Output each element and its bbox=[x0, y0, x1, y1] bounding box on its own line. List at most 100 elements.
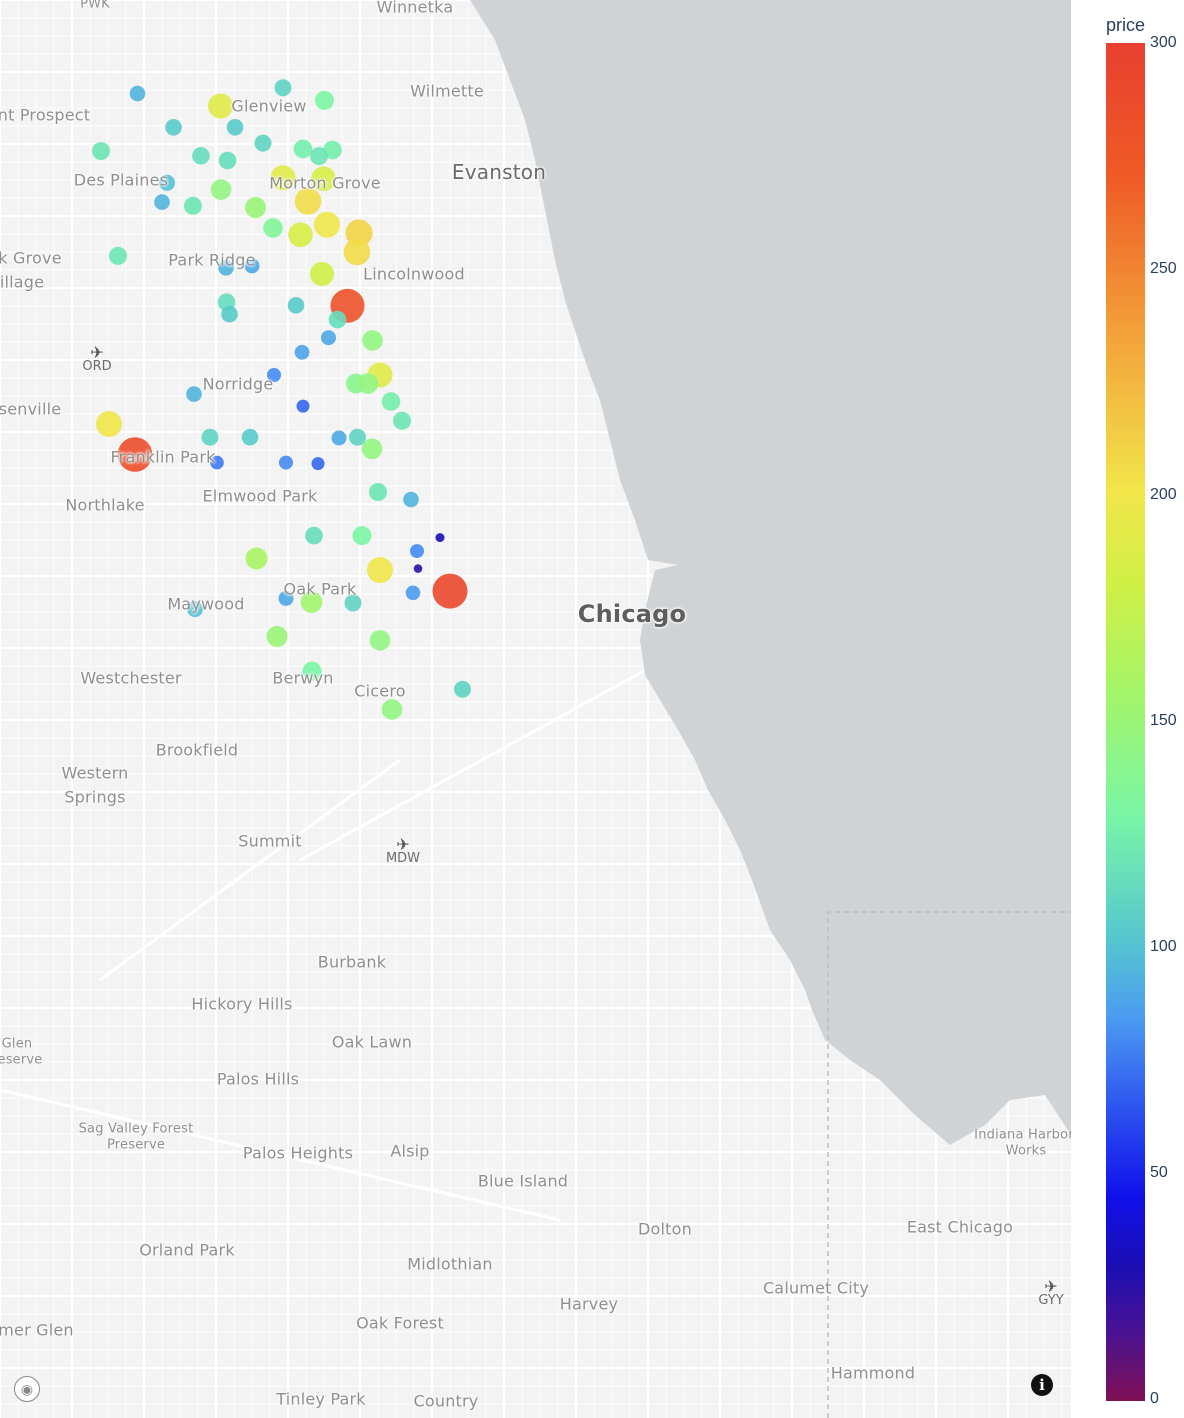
place-label: Summit bbox=[238, 831, 302, 851]
price-point[interactable] bbox=[159, 174, 175, 191]
price-point[interactable] bbox=[331, 430, 347, 446]
price-point[interactable] bbox=[270, 165, 296, 191]
state-border bbox=[827, 911, 1071, 1418]
price-point[interactable] bbox=[294, 344, 310, 360]
place-label: Preserve bbox=[106, 1137, 166, 1153]
price-point[interactable] bbox=[361, 438, 383, 460]
price-point[interactable] bbox=[362, 330, 383, 351]
price-point[interactable] bbox=[187, 601, 203, 618]
price-point[interactable] bbox=[311, 457, 325, 471]
place-label: Glenview bbox=[231, 96, 307, 116]
price-point[interactable] bbox=[92, 142, 110, 160]
price-point[interactable] bbox=[321, 330, 336, 346]
price-point[interactable] bbox=[310, 262, 334, 286]
price-point[interactable] bbox=[192, 147, 210, 165]
colorbar-tick: 200 bbox=[1150, 486, 1177, 503]
price-point[interactable] bbox=[129, 85, 146, 102]
price-point[interactable] bbox=[245, 197, 266, 219]
place-label: Oak Lawn bbox=[331, 1032, 413, 1052]
price-point[interactable] bbox=[300, 591, 323, 613]
price-point[interactable] bbox=[352, 526, 372, 546]
price-point[interactable] bbox=[117, 437, 153, 472]
price-point[interactable] bbox=[96, 411, 122, 437]
price-point[interactable] bbox=[454, 680, 471, 698]
price-point[interactable] bbox=[109, 246, 127, 265]
price-point[interactable] bbox=[279, 455, 293, 470]
price-point[interactable] bbox=[315, 90, 334, 110]
price-point[interactable] bbox=[302, 661, 322, 681]
price-point[interactable] bbox=[210, 455, 224, 470]
price-point[interactable] bbox=[432, 573, 468, 609]
price-point[interactable] bbox=[274, 79, 292, 97]
price-point[interactable] bbox=[344, 594, 362, 612]
price-point[interactable] bbox=[278, 590, 294, 606]
colorbar-title: price bbox=[1106, 15, 1146, 35]
price-point[interactable] bbox=[293, 139, 313, 159]
info-icon[interactable]: i bbox=[1031, 1374, 1053, 1396]
price-point[interactable] bbox=[405, 585, 421, 601]
mapbox-logo-icon[interactable]: ◉ bbox=[14, 1376, 40, 1402]
price-point[interactable] bbox=[310, 147, 328, 166]
price-point[interactable] bbox=[369, 483, 387, 501]
price-point[interactable] bbox=[311, 166, 336, 191]
price-point[interactable] bbox=[218, 151, 237, 170]
price-point[interactable] bbox=[343, 238, 371, 266]
place-label: eserve bbox=[0, 1052, 43, 1068]
place-label: Blue Island bbox=[477, 1171, 569, 1191]
price-point[interactable] bbox=[267, 368, 281, 382]
price-point[interactable] bbox=[410, 544, 424, 559]
price-point[interactable] bbox=[154, 194, 170, 210]
airplane-icon: ✈ bbox=[396, 835, 410, 854]
price-point[interactable] bbox=[245, 547, 268, 570]
place-label: PWK bbox=[80, 0, 110, 12]
price-point[interactable] bbox=[165, 119, 182, 136]
price-markers bbox=[92, 79, 471, 720]
map-view[interactable]: Winnetka Wilmette Glenview nt Prospect Evans… bbox=[0, 0, 1071, 1418]
price-point[interactable] bbox=[381, 699, 403, 720]
price-point[interactable] bbox=[266, 625, 288, 647]
map-canvas bbox=[0, 0, 1071, 1418]
price-point[interactable] bbox=[201, 428, 219, 446]
airport-marker: ✈ ORD bbox=[82, 345, 111, 374]
price-point[interactable] bbox=[218, 260, 234, 276]
price-point[interactable] bbox=[263, 218, 283, 238]
place-label: mer Glen bbox=[0, 1320, 74, 1340]
price-point[interactable] bbox=[367, 557, 393, 584]
price-point[interactable] bbox=[244, 258, 260, 274]
price-point[interactable] bbox=[184, 196, 202, 215]
price-point[interactable] bbox=[241, 428, 259, 446]
price-point[interactable] bbox=[294, 188, 322, 215]
price-point[interactable] bbox=[314, 211, 340, 238]
place-label: East Chicago bbox=[906, 1217, 1014, 1237]
place-label: Glen bbox=[1, 1036, 33, 1052]
price-point[interactable] bbox=[349, 428, 366, 446]
colorbar-gradient bbox=[1106, 43, 1145, 1401]
price-point[interactable] bbox=[296, 399, 310, 413]
price-point[interactable] bbox=[393, 411, 411, 430]
price-point[interactable] bbox=[208, 93, 233, 119]
airport-marker: ✈ MDW bbox=[386, 835, 420, 866]
airport-code: GYY bbox=[1038, 1293, 1064, 1308]
place-label: Indiana Harbor bbox=[974, 1127, 1071, 1143]
price-point[interactable] bbox=[357, 373, 379, 394]
price-point[interactable] bbox=[288, 222, 313, 247]
price-point[interactable] bbox=[435, 533, 445, 543]
place-label: Palos Hills bbox=[216, 1069, 300, 1089]
price-point[interactable] bbox=[226, 119, 244, 136]
price-point[interactable] bbox=[186, 386, 202, 402]
price-point[interactable] bbox=[305, 526, 323, 545]
price-point[interactable] bbox=[328, 310, 347, 329]
price-point[interactable] bbox=[381, 392, 401, 411]
place-label: Western bbox=[61, 763, 129, 783]
place-label: Des Plaines bbox=[73, 170, 169, 190]
place-label: Maywood bbox=[167, 594, 245, 614]
price-point[interactable] bbox=[210, 179, 232, 200]
price-point[interactable] bbox=[403, 491, 419, 508]
price-point[interactable] bbox=[413, 564, 423, 573]
price-point[interactable] bbox=[369, 630, 391, 651]
price-point[interactable] bbox=[254, 134, 272, 152]
price-point[interactable] bbox=[221, 305, 238, 323]
place-label: Oak Park bbox=[283, 579, 357, 599]
place-label: Berwyn bbox=[272, 668, 334, 688]
price-point[interactable] bbox=[287, 297, 305, 314]
